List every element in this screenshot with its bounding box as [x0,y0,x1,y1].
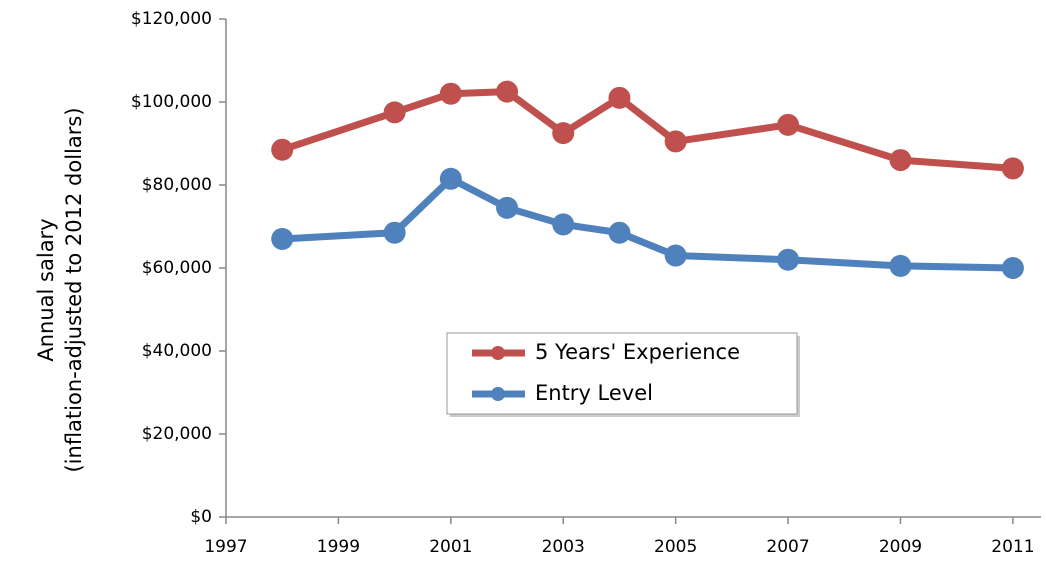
y-axis-label: Annual salary [34,218,58,361]
marker [889,149,912,172]
marker [439,82,462,105]
marker [608,86,631,109]
marker [552,213,575,236]
y-tick-label: $120,000 [131,9,212,29]
legend-label: Entry Level [535,381,653,405]
legend-marker [491,387,505,401]
legend-marker [491,346,505,360]
x-tick-label: 1997 [204,537,247,557]
y-tick-label: $0 [190,507,212,527]
x-tick-label: 2005 [654,537,697,557]
marker [777,248,800,271]
marker [496,196,519,219]
marker [608,221,631,244]
x-tick-label: 2011 [991,537,1034,557]
marker [383,101,406,124]
x-tick-label: 2007 [766,537,809,557]
marker [664,130,687,153]
y-axis-label: (inflation-adjusted to 2012 dollars) [62,107,86,472]
series-line [282,175,1013,272]
series-line [281,88,1014,172]
marker [889,254,912,277]
y-tick-label: $20,000 [142,424,212,444]
legend [446,332,798,415]
x-tick-label: 2003 [542,537,585,557]
marker [552,122,575,145]
marker [777,113,800,136]
y-tick-label: $100,000 [131,92,212,112]
marker [271,227,294,250]
marker [439,167,462,190]
y-tick-label: $60,000 [142,258,212,278]
marker [664,244,687,267]
x-tick-label: 1999 [317,537,360,557]
marker [1001,157,1024,180]
y-tick-label: $80,000 [142,175,212,195]
y-tick-label: $40,000 [142,341,212,361]
legend-label: 5 Years' Experience [535,340,740,364]
marker [1001,257,1024,279]
x-tick-label: 2001 [429,537,472,557]
marker [496,80,519,103]
marker [271,138,294,161]
x-tick-label: 2009 [879,537,922,557]
marker [383,221,406,244]
